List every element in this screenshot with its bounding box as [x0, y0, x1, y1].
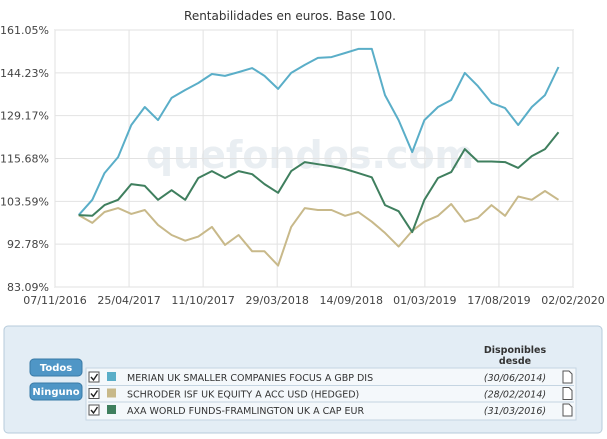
checkbox-tick — [90, 406, 99, 415]
icon-shape — [562, 387, 573, 400]
legend-swatch — [107, 388, 116, 398]
button-label: Todos — [40, 363, 72, 374]
button-label: Ninguno — [32, 387, 79, 398]
chart-title: Rentabilidades en euros. Base 100. — [184, 9, 396, 23]
legend-label: MERIAN UK SMALLER COMPANIES FOCUS A GBP … — [127, 373, 373, 384]
x-tick-label: 01/03/2019 — [393, 294, 456, 307]
y-tick-label: 144.23% — [0, 67, 49, 80]
document-icon[interactable] — [562, 403, 573, 417]
y-tick-label: 161.05% — [0, 24, 49, 37]
icon-shape — [562, 370, 573, 384]
legend-label: SCHRODER ISF UK EQUITY A ACC USD (HEDGED… — [127, 390, 359, 401]
button[interactable]: Ninguno — [29, 382, 83, 401]
document-icon[interactable] — [562, 370, 573, 384]
y-tick-label: 92.78% — [7, 238, 49, 251]
checkbox-tick — [90, 390, 99, 398]
series-line — [77, 47, 560, 216]
available-date: (28/02/2014) — [484, 390, 546, 401]
checkbox-box — [88, 388, 100, 399]
y-tick-label: 83.09% — [7, 281, 49, 294]
x-tick-label: 11/10/2017 — [171, 294, 234, 307]
legend-swatch — [107, 405, 116, 414]
legend-swatch — [107, 372, 116, 381]
y-tick-label: 115.68% — [0, 152, 49, 165]
legend-table — [85, 367, 577, 421]
y-tick-label: 129.17% — [0, 110, 49, 123]
button-bg — [29, 382, 83, 401]
checkbox[interactable] — [88, 388, 100, 399]
document-icon[interactable] — [562, 387, 573, 400]
checkbox-tick — [90, 373, 99, 382]
button[interactable]: Todos — [29, 358, 83, 377]
watermark: quefondos.com — [146, 133, 474, 177]
checkbox[interactable] — [88, 404, 100, 416]
available-date: (31/03/2016) — [484, 406, 546, 417]
x-tick-label: 25/04/2017 — [97, 294, 160, 307]
series-line — [78, 190, 560, 267]
y-tick-label: 103.59% — [0, 195, 49, 208]
checkbox-box — [88, 404, 100, 416]
checkbox[interactable] — [88, 371, 100, 383]
icon-shape — [562, 403, 573, 417]
x-tick-label: 14/09/2018 — [320, 294, 383, 307]
series-line — [78, 131, 560, 234]
x-tick-label: 07/11/2016 — [23, 294, 86, 307]
button-bg — [29, 358, 83, 377]
column-header: Disponibles — [484, 345, 547, 356]
column-header: desde — [499, 356, 531, 367]
available-date: (30/06/2014) — [484, 373, 546, 384]
x-tick-label: 29/03/2018 — [245, 294, 308, 307]
x-tick-label: 17/08/2019 — [467, 294, 530, 307]
x-tick-label: 02/02/2020 — [541, 294, 604, 307]
checkbox-box — [88, 371, 100, 383]
legend-label: AXA WORLD FUNDS-FRAMLINGTON UK A CAP EUR — [127, 406, 364, 417]
